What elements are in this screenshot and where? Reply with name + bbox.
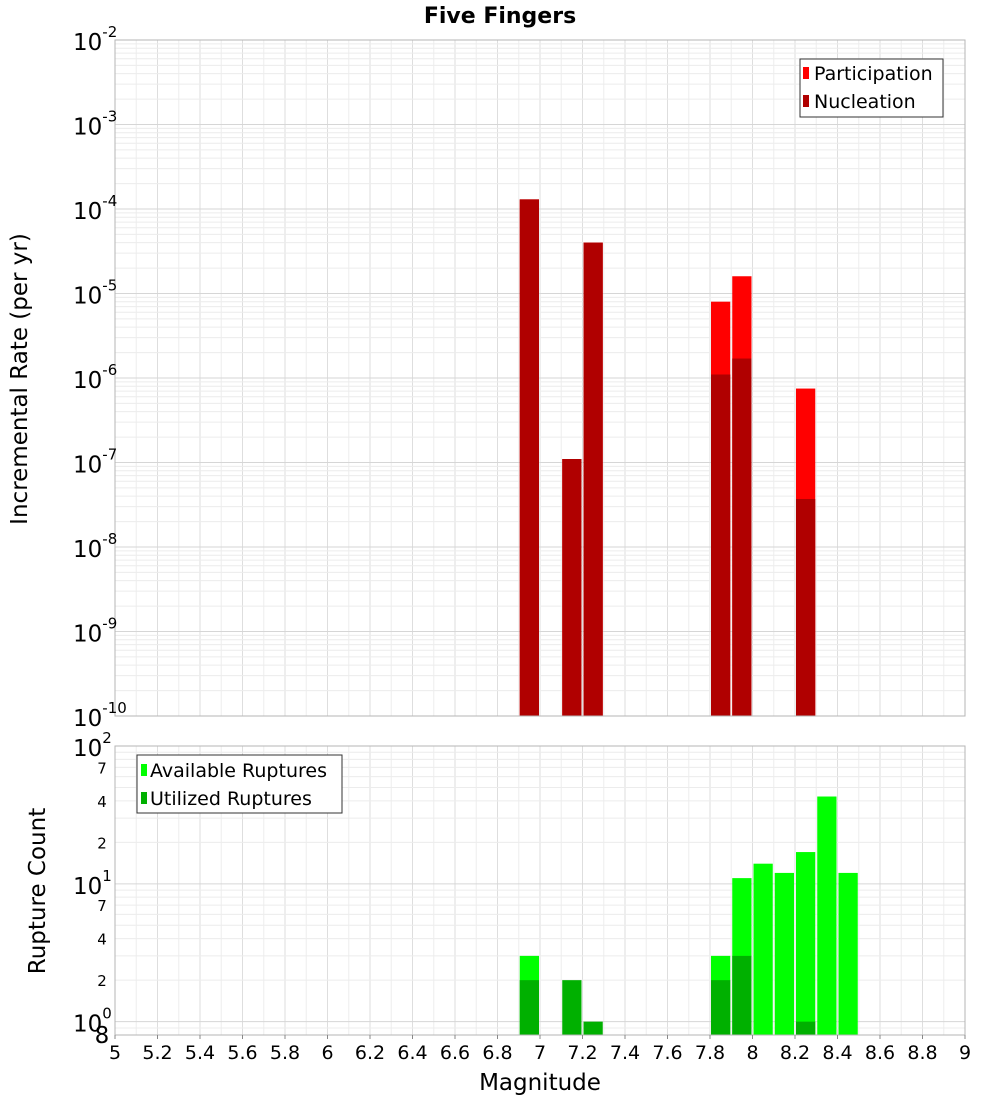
bar-utilized-ruptures	[562, 980, 582, 1035]
bar-available-ruptures	[753, 863, 773, 1035]
x-tick-label: 7.8	[695, 1042, 725, 1064]
plot-frame	[114, 39, 966, 717]
bottom-y-tick-label: 102	[73, 729, 112, 762]
legend-swatch-nucleation	[803, 95, 809, 107]
bottom-y-minor-tick-label: 7	[97, 759, 107, 777]
top-y-tick-label: 10-6	[73, 361, 117, 394]
bottom-y-minor-tick-label: 2	[97, 834, 107, 852]
bottom-y-tick-label: 100	[73, 1005, 112, 1038]
bar-nucleation	[711, 374, 731, 716]
top-y-tick-label: 10-5	[73, 277, 117, 310]
legend-swatch-available-ruptures	[141, 764, 147, 776]
legend-box	[136, 754, 343, 814]
bar-available-ruptures	[796, 852, 816, 1035]
bottom-y-minor-tick-label: 4	[97, 793, 107, 811]
x-tick-label: 5	[109, 1042, 121, 1064]
legend-label-participation: Participation	[814, 63, 933, 85]
x-tick-label: 5.8	[270, 1042, 300, 1064]
bar-available-ruptures	[774, 872, 794, 1035]
bottom-y-tick-label: 101	[73, 867, 112, 900]
x-tick-label: 8.8	[907, 1042, 937, 1064]
x-tick-label: 6.6	[440, 1042, 470, 1064]
bar-utilized-ruptures	[519, 980, 539, 1035]
x-tick-label: 6.8	[482, 1042, 512, 1064]
x-tick-label: 7.4	[610, 1042, 640, 1064]
top-y-tick-label: 10-2	[73, 23, 117, 56]
bar-utilized-ruptures	[796, 1021, 816, 1035]
top-y-tick-label: 10-7	[73, 446, 117, 479]
x-tick-label: 6.4	[397, 1042, 427, 1064]
top-y-tick-label: 10-3	[73, 108, 117, 141]
x-tick-label: 9	[959, 1042, 971, 1064]
bar-nucleation	[732, 358, 752, 716]
bottom-y-minor-tick-label: 4	[97, 931, 107, 949]
x-tick-label: 5.4	[185, 1042, 215, 1064]
legend-swatch-participation	[803, 67, 809, 79]
top-y-tick-label: 10-4	[73, 192, 117, 225]
legend-box	[799, 58, 944, 118]
x-tick-label: 7	[534, 1042, 546, 1064]
x-axis-label: Magnitude	[479, 1070, 601, 1096]
bar-utilized-ruptures	[583, 1021, 603, 1035]
x-tick-label: 7.6	[652, 1042, 682, 1064]
legend-label-nucleation: Nucleation	[814, 91, 916, 113]
bar-nucleation	[796, 498, 816, 716]
x-tick-label: 7.2	[567, 1042, 597, 1064]
bottom-y-axis-label: Rupture Count	[25, 808, 51, 974]
bar-nucleation	[583, 242, 603, 717]
bar-nucleation	[562, 459, 582, 716]
top-y-axis-label: Incremental Rate (per yr)	[7, 233, 33, 525]
top-y-tick-label: 10-9	[73, 615, 117, 648]
bottom-y-minor-tick-label: 2	[97, 972, 107, 990]
bar-utilized-ruptures	[732, 955, 752, 1035]
bar-available-ruptures	[817, 796, 837, 1035]
bar-nucleation	[519, 199, 539, 717]
bar-available-ruptures	[838, 872, 858, 1035]
x-tick-label: 6	[321, 1042, 333, 1064]
x-tick-label: 8.2	[780, 1042, 810, 1064]
x-tick-label: 8.4	[822, 1042, 852, 1064]
legend-label-available-ruptures: Available Ruptures	[150, 760, 327, 782]
bottom-y-minor-tick-label: 8	[95, 1023, 110, 1049]
x-tick-label: 5.2	[142, 1042, 172, 1064]
legend-label-utilized-ruptures: Utilized Ruptures	[150, 788, 312, 810]
x-tick-label: 6.2	[355, 1042, 385, 1064]
x-tick-label: 8.6	[865, 1042, 895, 1064]
x-tick-label: 8	[746, 1042, 758, 1064]
top-y-tick-label: 10-10	[73, 699, 127, 732]
legend-swatch-utilized-ruptures	[141, 792, 147, 804]
top-y-tick-label: 10-8	[73, 530, 117, 563]
bar-utilized-ruptures	[711, 980, 731, 1035]
chart-title: Five Fingers	[424, 4, 576, 29]
bottom-y-minor-tick-label: 7	[97, 897, 107, 915]
x-tick-label: 5.6	[227, 1042, 257, 1064]
